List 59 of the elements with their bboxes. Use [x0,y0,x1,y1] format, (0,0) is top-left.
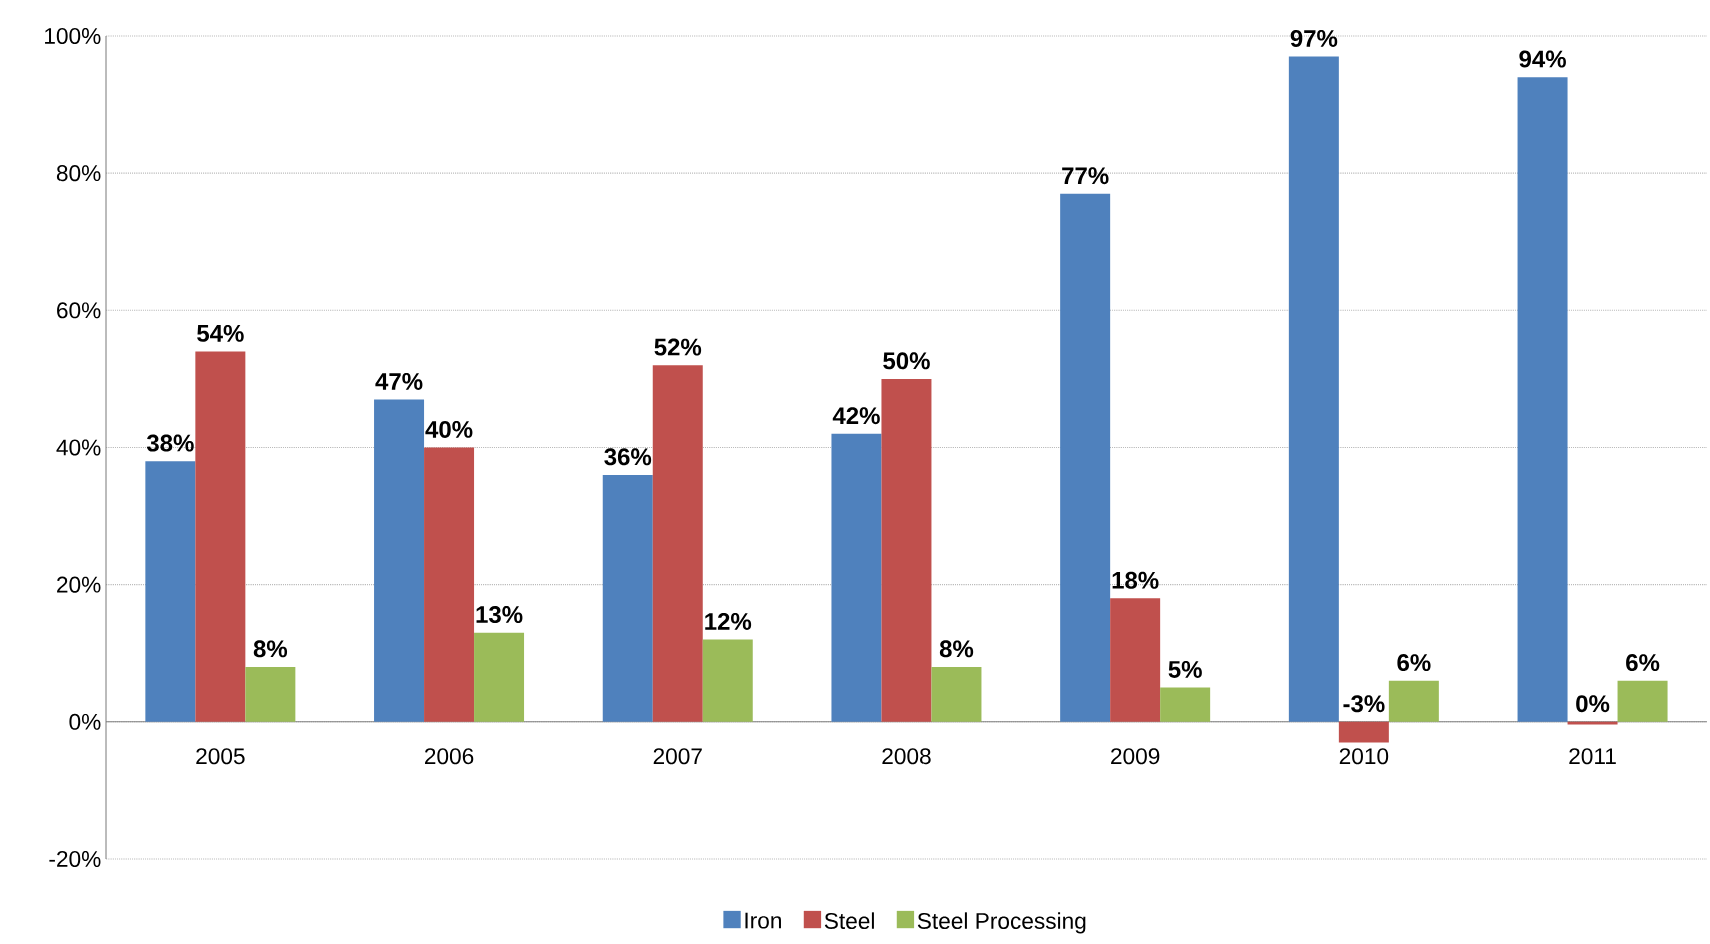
bar [1160,687,1211,722]
x-tick-label: 2007 [653,748,702,765]
bar [424,447,475,722]
y-tick-label: 20% [57,576,101,593]
y-tick-label: -20% [49,850,101,868]
legend-label: Steel [824,912,874,929]
data-label: 40% [425,420,473,438]
bar [1060,193,1111,722]
bar [931,666,982,722]
bar [1338,721,1389,743]
data-label: 97% [1290,29,1338,47]
y-tick-label: 60% [57,302,101,319]
bar [1110,598,1161,722]
data-label: 77% [1062,167,1109,185]
legend-label: Steel Processing [917,912,1086,934]
y-tick-label: 80% [56,165,101,182]
data-label: 38% [146,434,194,452]
data-label: 5% [1168,660,1202,678]
data-label: 8% [253,640,288,658]
data-label: 42% [832,407,880,425]
data-label: 47% [375,372,423,390]
y-tick-label: 100% [45,27,101,45]
bar [652,365,703,722]
data-label: 50% [883,352,930,370]
x-tick-label: 2005 [196,748,245,765]
bar [145,461,196,722]
bar [374,399,425,722]
bar [702,639,753,722]
y-tick-label: 0% [69,713,101,730]
bar [881,378,932,722]
bar [602,474,653,722]
data-label: 52% [654,338,702,356]
data-label: 8% [939,640,974,658]
bar [195,351,246,722]
data-label: 6% [1397,654,1431,672]
bar [1288,56,1339,722]
data-label: -3% [1343,695,1385,713]
x-tick-label: 2009 [1111,748,1160,765]
data-label: 94% [1519,50,1566,68]
x-tick-label: 2011 [1569,748,1616,765]
bar [1567,721,1618,725]
x-tick-label: 2008 [882,748,931,765]
bar [245,666,296,722]
x-tick-label: 2010 [1339,748,1389,765]
bar [1388,680,1439,722]
data-label: 54% [197,324,244,342]
legend-label: Iron [745,912,781,929]
bar [1617,680,1668,722]
bar [474,632,525,722]
bar [831,433,882,722]
data-label: 13% [476,606,523,624]
x-tick-label: 2006 [424,748,474,765]
y-tick-label: 40% [56,439,101,456]
data-label: 6% [1626,654,1660,672]
data-label: 18% [1112,571,1159,589]
data-label: 36% [604,448,652,466]
bar [1517,77,1568,722]
data-label: 0% [1576,695,1610,713]
data-label: 12% [705,612,752,630]
